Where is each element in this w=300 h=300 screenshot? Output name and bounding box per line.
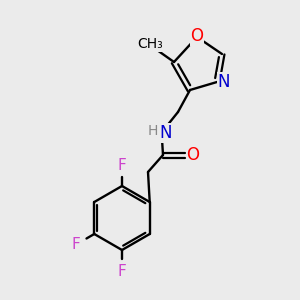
Text: CH₃: CH₃: [137, 37, 163, 51]
Text: N: N: [160, 124, 172, 142]
Text: O: O: [187, 146, 200, 164]
Text: F: F: [72, 237, 80, 252]
Text: F: F: [118, 263, 126, 278]
Text: N: N: [218, 73, 230, 91]
Text: H: H: [148, 124, 158, 138]
Text: O: O: [190, 27, 203, 45]
Text: F: F: [118, 158, 126, 172]
